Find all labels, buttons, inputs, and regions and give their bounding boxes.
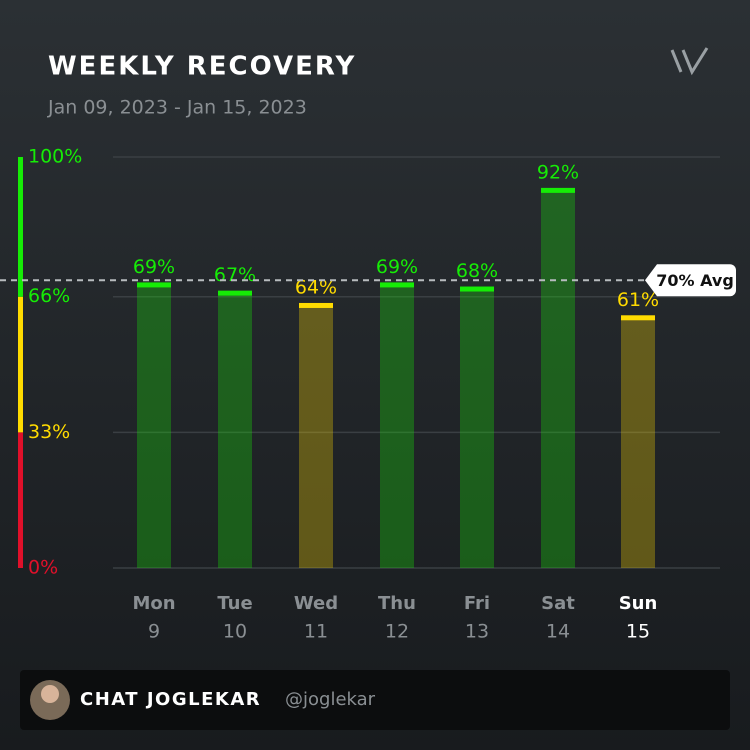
bar <box>218 292 252 568</box>
x-tick-label: Wed <box>294 593 338 614</box>
x-tick-sublabel: 9 <box>148 621 160 643</box>
average-label: 70% Avg <box>656 271 734 290</box>
footer <box>20 670 730 730</box>
y-tick-label: 66% <box>28 285 70 307</box>
x-tick-label: Sun <box>619 593 658 614</box>
bar-cap <box>621 315 655 321</box>
value-label: 68% <box>456 260 498 282</box>
value-label: 67% <box>214 264 256 286</box>
bar-cap <box>218 290 252 296</box>
user-handle: @joglekar <box>285 689 376 710</box>
zone-bar <box>18 296 23 433</box>
logo <box>670 47 709 76</box>
bar-cap <box>380 282 414 288</box>
value-label: 92% <box>537 161 579 183</box>
x-tick-sublabel: 15 <box>626 621 650 643</box>
user-name: CHAT JOGLEKAR <box>80 689 261 710</box>
value-label: 61% <box>617 289 659 311</box>
value-label: 69% <box>376 256 418 278</box>
y-tick-label: 33% <box>28 421 70 443</box>
average-pill <box>645 264 736 297</box>
plot: 100% 66% 33% 0% 69% Mon 9 67% Tue 10 64% Wed 11 69% Th… <box>0 146 736 643</box>
bar <box>460 288 494 568</box>
avatar-face <box>41 685 59 703</box>
bar-cap <box>541 187 575 193</box>
bar <box>380 284 414 568</box>
x-tick-sublabel: 14 <box>546 621 570 643</box>
chart-title: WEEKLY RECOVERY <box>48 52 356 82</box>
chart-subtitle: Jan 09, 2023 - Jan 15, 2023 <box>47 97 307 119</box>
value-label: 69% <box>133 256 175 278</box>
x-tick-label: Tue <box>217 593 252 614</box>
value-label: 64% <box>295 276 337 298</box>
zone-bar <box>18 432 23 568</box>
y-tick-label: 0% <box>28 557 58 579</box>
x-tick-label: Fri <box>464 593 490 614</box>
bar <box>621 317 655 568</box>
x-tick-sublabel: 10 <box>223 621 247 643</box>
x-tick-sublabel: 12 <box>385 621 409 643</box>
bar-cap <box>137 282 171 288</box>
x-tick-label: Mon <box>132 593 175 614</box>
bar-cap <box>299 302 333 308</box>
bar <box>299 304 333 568</box>
bar <box>541 189 575 568</box>
x-tick-sublabel: 11 <box>304 621 328 643</box>
x-tick-label: Sat <box>541 593 575 614</box>
bar-cap <box>460 286 494 292</box>
y-tick-label: 100% <box>28 146 82 168</box>
zone-bar <box>18 157 23 297</box>
x-tick-label: Thu <box>378 593 416 614</box>
x-tick-sublabel: 13 <box>465 621 489 643</box>
bar <box>137 284 171 568</box>
